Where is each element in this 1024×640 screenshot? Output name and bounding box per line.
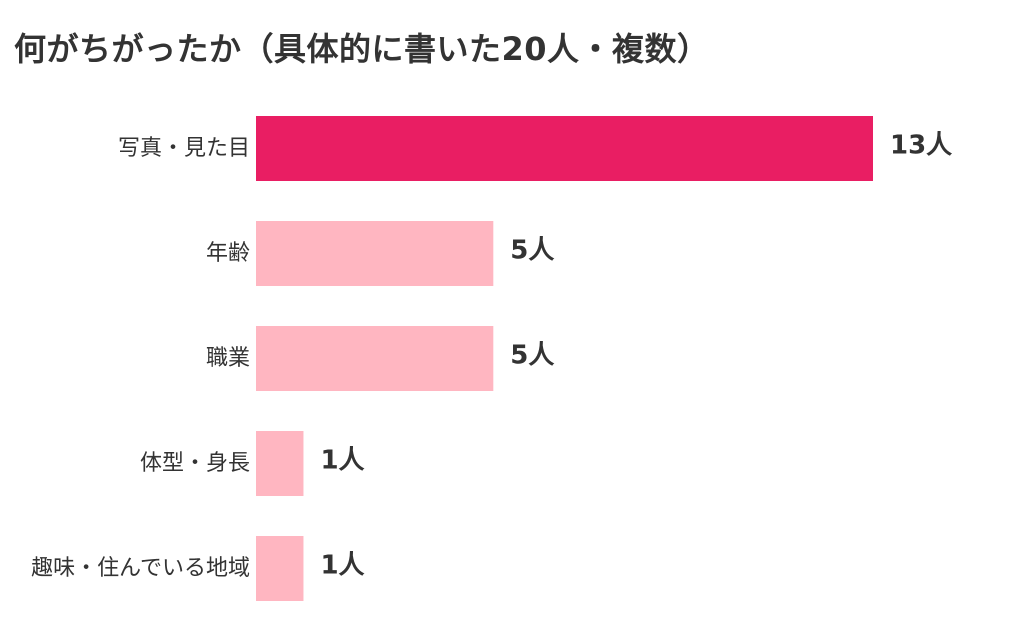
value-label-2: 5人 (510, 236, 554, 266)
value-label-5: 1人 (320, 551, 364, 581)
category-label-3: 職業 (206, 346, 250, 371)
value-label-3: 5人 (510, 341, 554, 371)
category-label-4: 体型・身長 (140, 451, 250, 476)
category-label-2: 年齢 (206, 241, 250, 266)
bar-4 (256, 431, 304, 496)
chart-title: 何がちがったか（具体的に書いた20人・複数） (14, 30, 710, 68)
value-label-4: 1人 (320, 446, 364, 476)
bar-1 (256, 116, 873, 181)
value-label-1: 13人 (890, 131, 952, 161)
bar-3 (256, 326, 494, 391)
bar-5 (256, 536, 304, 601)
category-label-5: 趣味・住んでいる地域 (31, 556, 250, 581)
bar-2 (256, 221, 494, 286)
category-label-1: 写真・見た目 (118, 136, 250, 161)
